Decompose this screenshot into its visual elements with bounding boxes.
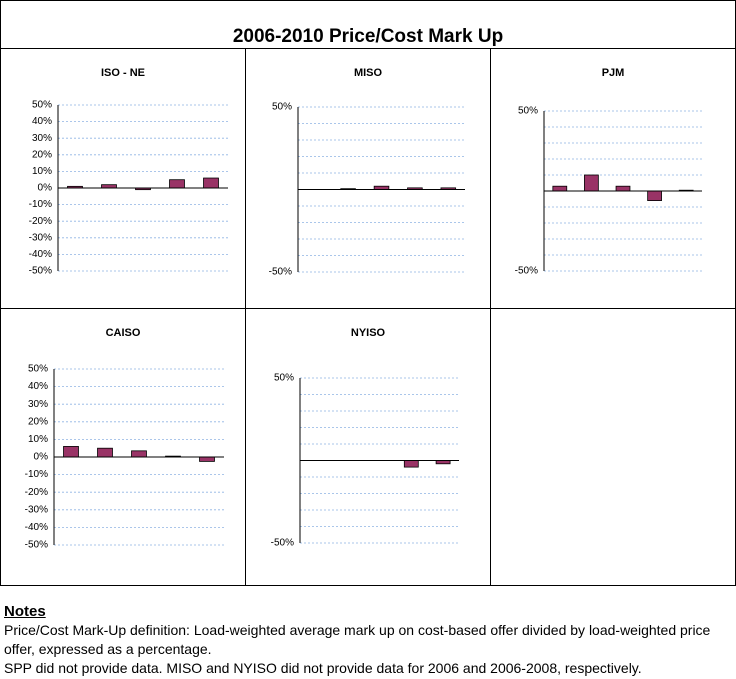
- bar: [615, 185, 631, 192]
- y-tick-label: 0%: [38, 183, 53, 194]
- y-tick-label: 20%: [28, 416, 48, 427]
- bar: [199, 456, 215, 462]
- y-tick-label: 50%: [28, 364, 48, 375]
- chart-title: ISO - NE: [101, 67, 145, 79]
- chart-title: NYISO: [351, 327, 386, 339]
- y-tick-label: -40%: [29, 249, 52, 260]
- bar: [647, 190, 662, 201]
- y-tick-label: 50%: [272, 102, 292, 113]
- y-tick-label: -50%: [515, 266, 538, 277]
- bar: [403, 460, 419, 468]
- chart-title: CAISO: [106, 327, 141, 339]
- y-tick-label: 50%: [518, 106, 538, 117]
- bar: [63, 446, 79, 458]
- y-tick-label: 50%: [32, 100, 52, 111]
- y-tick-label: -50%: [25, 540, 48, 551]
- y-tick-label: 50%: [274, 373, 294, 384]
- y-tick-label: -40%: [25, 522, 48, 533]
- chart-title: MISO: [354, 67, 383, 79]
- bar: [584, 174, 599, 192]
- y-tick-label: -50%: [29, 266, 52, 277]
- bar: [552, 185, 568, 192]
- y-tick-label: -20%: [29, 216, 52, 227]
- y-tick-label: -30%: [29, 232, 52, 243]
- notes-heading: Notes: [4, 603, 46, 620]
- note: SPP did not provide data. MISO and NYISO…: [4, 660, 642, 676]
- frame: [0, 0, 736, 586]
- bar: [169, 179, 185, 189]
- notes: Notes Price/Cost Mark-Up definition: Loa…: [4, 602, 732, 678]
- chart-grid: 2006-2010 Price/Cost Mark Up ISO - NE -50…: [0, 0, 736, 586]
- y-tick-label: -50%: [271, 538, 294, 549]
- note: Price/Cost Mark-Up definition: Load-weig…: [4, 622, 711, 657]
- y-tick-label: 40%: [32, 116, 52, 127]
- bar: [97, 447, 113, 458]
- y-tick-label: 10%: [28, 434, 48, 445]
- y-tick-label: 20%: [32, 149, 52, 160]
- bar: [131, 450, 147, 458]
- y-tick-label: -30%: [25, 504, 48, 515]
- y-tick-label: 30%: [28, 399, 48, 410]
- y-tick-label: -20%: [25, 487, 48, 498]
- y-tick-label: 40%: [28, 381, 48, 392]
- y-tick-label: 30%: [32, 133, 52, 144]
- chart-title: PJM: [602, 67, 625, 79]
- y-tick-label: 10%: [32, 166, 52, 177]
- y-tick-label: -10%: [25, 469, 48, 480]
- page-title: 2006-2010 Price/Cost Mark Up: [233, 26, 503, 47]
- y-tick-label: -50%: [269, 267, 292, 278]
- y-tick-label: 0%: [34, 452, 49, 463]
- y-tick-label: -10%: [29, 199, 52, 210]
- bar: [203, 177, 219, 189]
